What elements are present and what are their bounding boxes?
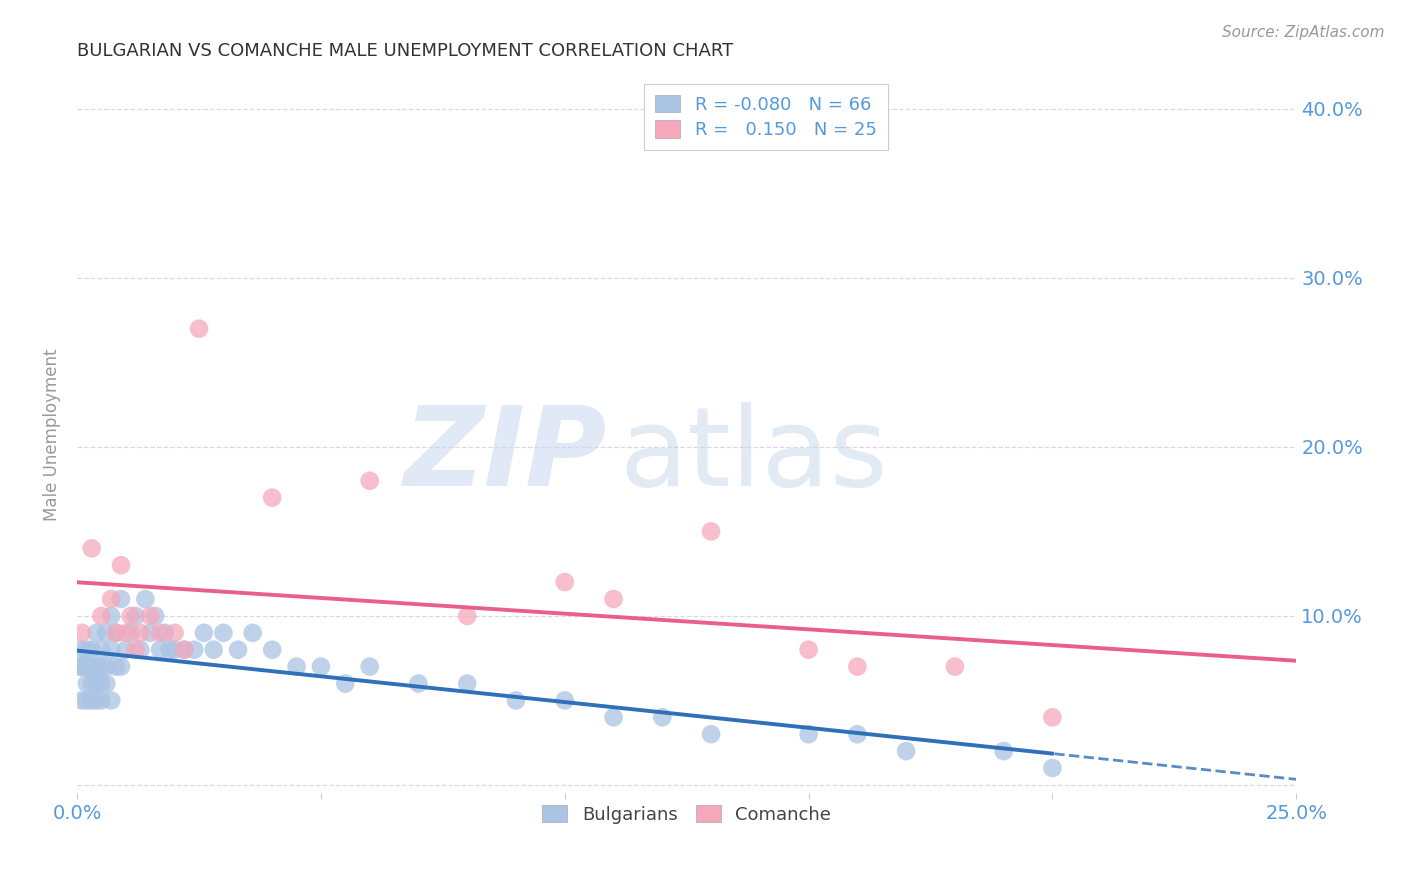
Point: [894, 744, 917, 758]
Point: [1042, 710, 1064, 724]
Point: [797, 642, 820, 657]
Point: [602, 592, 624, 607]
Point: [96, 659, 118, 673]
Text: Source: ZipAtlas.com: Source: ZipAtlas.com: [1222, 25, 1385, 40]
Point: [188, 321, 211, 335]
Point: [602, 710, 624, 724]
Point: [105, 659, 128, 673]
Point: [846, 727, 869, 741]
Point: [309, 659, 332, 673]
Point: [139, 625, 162, 640]
Point: [80, 693, 103, 707]
Point: [212, 625, 235, 640]
Point: [100, 642, 122, 657]
Point: [183, 642, 205, 657]
Point: [90, 608, 112, 623]
Point: [456, 676, 478, 690]
Point: [80, 659, 103, 673]
Point: [159, 642, 181, 657]
Point: [700, 524, 723, 539]
Point: [262, 642, 284, 657]
Point: [149, 642, 172, 657]
Point: [100, 693, 122, 707]
Point: [105, 625, 128, 640]
Text: BULGARIAN VS COMANCHE MALE UNEMPLOYMENT CORRELATION CHART: BULGARIAN VS COMANCHE MALE UNEMPLOYMENT …: [77, 42, 734, 60]
Point: [80, 541, 103, 556]
Point: [262, 491, 284, 505]
Point: [70, 659, 93, 673]
Point: [193, 625, 215, 640]
Point: [69, 659, 91, 673]
Point: [90, 693, 112, 707]
Point: [1042, 761, 1064, 775]
Point: [80, 676, 103, 690]
Point: [359, 659, 381, 673]
Point: [76, 693, 98, 707]
Point: [90, 676, 112, 690]
Text: ZIP: ZIP: [404, 402, 607, 509]
Point: [124, 608, 146, 623]
Point: [86, 625, 108, 640]
Point: [993, 744, 1015, 758]
Point: [943, 659, 966, 673]
Point: [70, 693, 93, 707]
Point: [100, 592, 122, 607]
Point: [149, 625, 172, 640]
Point: [124, 642, 146, 657]
Point: [163, 625, 186, 640]
Point: [80, 659, 103, 673]
Y-axis label: Male Unemployment: Male Unemployment: [44, 348, 60, 521]
Point: [134, 592, 156, 607]
Point: [110, 659, 132, 673]
Point: [70, 625, 93, 640]
Point: [96, 676, 118, 690]
Point: [153, 625, 176, 640]
Point: [139, 608, 162, 623]
Point: [120, 625, 142, 640]
Point: [408, 676, 430, 690]
Point: [120, 608, 142, 623]
Point: [700, 727, 723, 741]
Point: [554, 575, 576, 590]
Point: [90, 659, 112, 673]
Point: [129, 642, 152, 657]
Point: [143, 608, 166, 623]
Point: [505, 693, 527, 707]
Point: [163, 642, 186, 657]
Point: [554, 693, 576, 707]
Point: [96, 625, 118, 640]
Point: [110, 558, 132, 573]
Point: [359, 474, 381, 488]
Point: [76, 642, 98, 657]
Point: [242, 625, 264, 640]
Point: [105, 625, 128, 640]
Point: [173, 642, 195, 657]
Point: [80, 642, 103, 657]
Point: [173, 642, 195, 657]
Point: [70, 642, 93, 657]
Point: [846, 659, 869, 673]
Legend: Bulgarians, Comanche: Bulgarians, Comanche: [531, 794, 842, 835]
Point: [86, 676, 108, 690]
Point: [90, 642, 112, 657]
Point: [797, 727, 820, 741]
Point: [76, 676, 98, 690]
Text: atlas: atlas: [620, 402, 889, 509]
Point: [115, 625, 138, 640]
Point: [285, 659, 308, 673]
Point: [76, 659, 98, 673]
Point: [100, 608, 122, 623]
Point: [110, 592, 132, 607]
Point: [335, 676, 357, 690]
Point: [115, 642, 138, 657]
Point: [129, 625, 152, 640]
Point: [86, 693, 108, 707]
Point: [202, 642, 225, 657]
Point: [226, 642, 249, 657]
Point: [86, 659, 108, 673]
Point: [456, 608, 478, 623]
Point: [651, 710, 673, 724]
